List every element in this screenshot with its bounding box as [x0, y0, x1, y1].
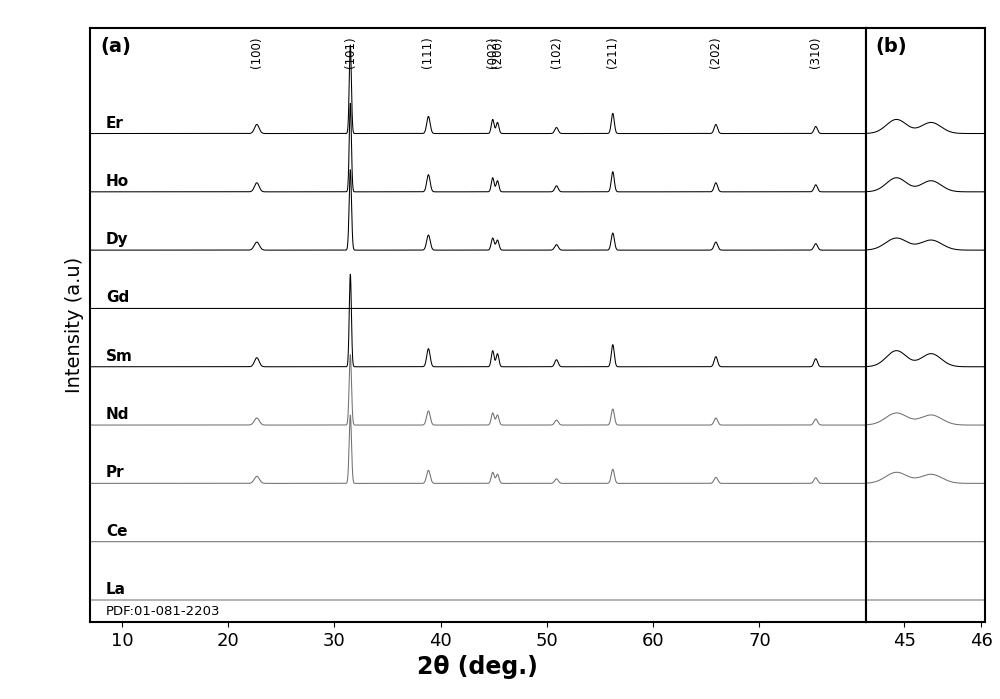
- Text: (a): (a): [100, 37, 131, 56]
- Text: Er: Er: [106, 115, 124, 131]
- Text: (111): (111): [421, 36, 434, 68]
- Text: PDF:01-081-2203: PDF:01-081-2203: [106, 605, 220, 618]
- Text: Pr: Pr: [106, 466, 125, 480]
- Text: (100): (100): [250, 36, 263, 68]
- Text: Nd: Nd: [106, 407, 129, 422]
- Text: (310): (310): [809, 36, 822, 68]
- Text: (202): (202): [709, 36, 722, 68]
- Text: Sm: Sm: [106, 349, 133, 363]
- Y-axis label: Intensity (a.u): Intensity (a.u): [65, 257, 84, 393]
- Text: Ce: Ce: [106, 524, 127, 539]
- Text: (102): (102): [550, 36, 563, 68]
- Text: Gd: Gd: [106, 290, 129, 305]
- Text: Ho: Ho: [106, 174, 129, 189]
- Text: (002): (002): [486, 36, 499, 68]
- Text: (101): (101): [344, 36, 357, 68]
- Text: Dy: Dy: [106, 232, 129, 247]
- X-axis label: 2θ (deg.): 2θ (deg.): [417, 656, 538, 679]
- Text: La: La: [106, 582, 126, 597]
- Text: (200): (200): [491, 36, 504, 68]
- Text: (b): (b): [875, 37, 907, 56]
- Text: (211): (211): [606, 36, 619, 68]
